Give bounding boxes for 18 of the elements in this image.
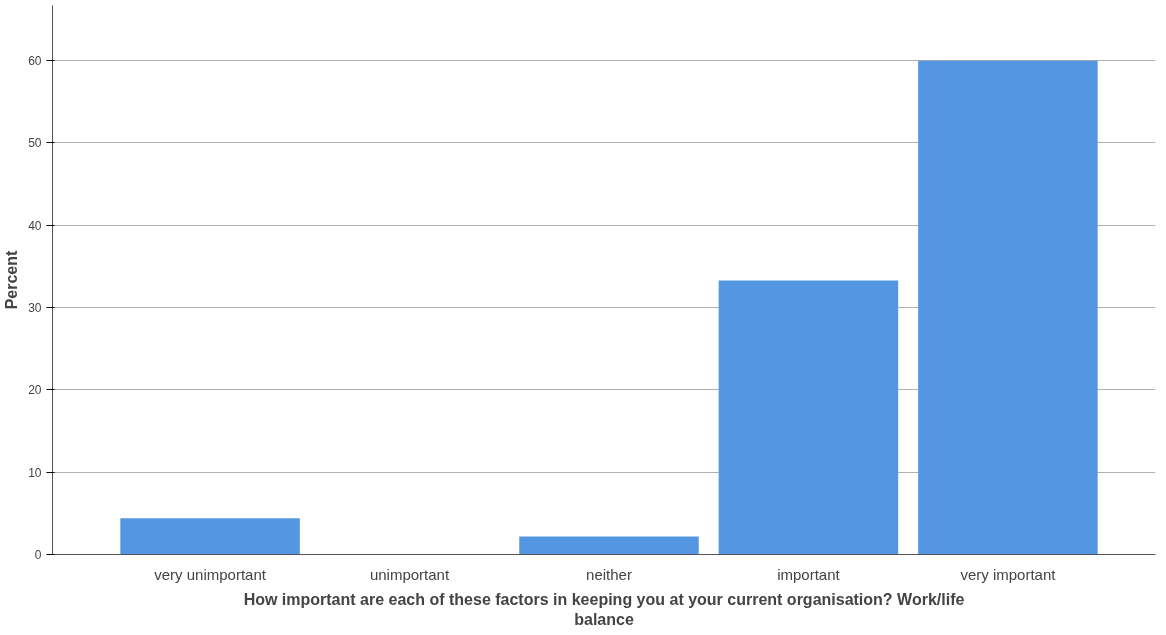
x-tick-label: important [777,565,841,583]
bar [120,518,300,555]
y-tick-label: 30 [28,301,42,316]
x-tick-label: unimportant [369,565,450,583]
y-tick-label: 10 [28,465,42,480]
bar [718,280,899,555]
x-axis-title: How important are each of these factors in keeping you at your current organisation? Work/life balance [243,590,965,628]
y-tick-label: 0 [34,548,42,562]
x-tick-label: very unimportant [154,565,267,583]
bar [918,60,1098,555]
x-tick-label: neither [586,565,632,583]
y-tick-label: 20 [28,383,42,398]
y-tick-label: 40 [28,218,42,233]
bar [519,536,699,555]
x-tick-label: very important [960,565,1057,583]
y-axis-title: Percent [3,249,21,310]
y-tick-label: 50 [28,136,42,151]
y-tick-label: 60 [28,54,42,69]
